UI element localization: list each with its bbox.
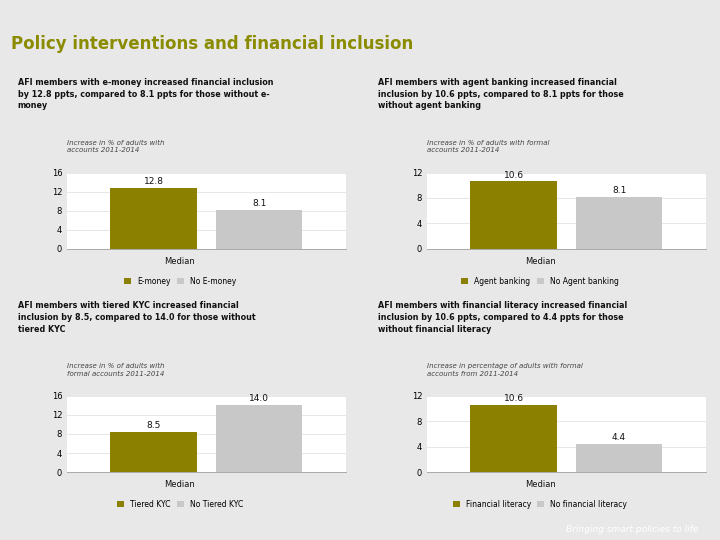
Text: 8.1: 8.1	[252, 199, 266, 208]
Bar	[576, 197, 662, 249]
Text: Policy interventions and financial inclusion: Policy interventions and financial inclu…	[11, 35, 413, 52]
Text: Median: Median	[525, 480, 555, 489]
Legend: Financial literacy, No financial literacy: Financial literacy, No financial literac…	[450, 497, 630, 512]
Bar	[576, 444, 662, 472]
Legend: Tiered KYC, No Tiered KYC: Tiered KYC, No Tiered KYC	[114, 497, 246, 512]
Text: 10.6: 10.6	[504, 394, 524, 403]
Text: Median: Median	[165, 256, 195, 266]
Bar	[110, 188, 197, 249]
Bar	[216, 210, 302, 249]
Text: 10.6: 10.6	[504, 171, 524, 180]
Text: AFI members with agent banking increased financial
inclusion by 10.6 ppts, compa: AFI members with agent banking increased…	[378, 78, 624, 110]
Text: Median: Median	[525, 256, 555, 266]
Legend: Agent banking, No Agent banking: Agent banking, No Agent banking	[459, 273, 621, 288]
Legend: E-money, No E-money: E-money, No E-money	[121, 273, 239, 288]
Text: 8.5: 8.5	[147, 421, 161, 430]
Text: Increase in percentage of adults with formal
accounts from 2011-2014: Increase in percentage of adults with fo…	[427, 363, 583, 377]
Text: AFI members with financial literacy increased financial
inclusion by 10.6 ppts, : AFI members with financial literacy incr…	[378, 301, 627, 334]
Text: 8.1: 8.1	[612, 186, 626, 195]
Text: 4.4: 4.4	[612, 433, 626, 442]
Text: AFI members with tiered KYC increased financial
inclusion by 8.5, compared to 14: AFI members with tiered KYC increased fi…	[18, 301, 256, 334]
Text: Increase in % of adults with
formal accounts 2011-2014: Increase in % of adults with formal acco…	[67, 363, 165, 377]
Bar	[110, 431, 197, 472]
Text: 12.8: 12.8	[144, 177, 164, 186]
Bar	[470, 405, 557, 472]
Bar	[216, 406, 302, 472]
Text: Increase in % of adults with formal
accounts 2011-2014: Increase in % of adults with formal acco…	[427, 140, 549, 153]
Text: 14.0: 14.0	[249, 395, 269, 403]
Bar	[470, 181, 557, 249]
Text: Median: Median	[165, 480, 195, 489]
Text: AFI members with e-money increased financial inclusion
by 12.8 ppts, compared to: AFI members with e-money increased finan…	[18, 78, 273, 110]
Text: Increase in % of adults with
accounts 2011-2014: Increase in % of adults with accounts 20…	[67, 140, 165, 153]
Text: Bringing smart policies to life: Bringing smart policies to life	[566, 524, 698, 534]
